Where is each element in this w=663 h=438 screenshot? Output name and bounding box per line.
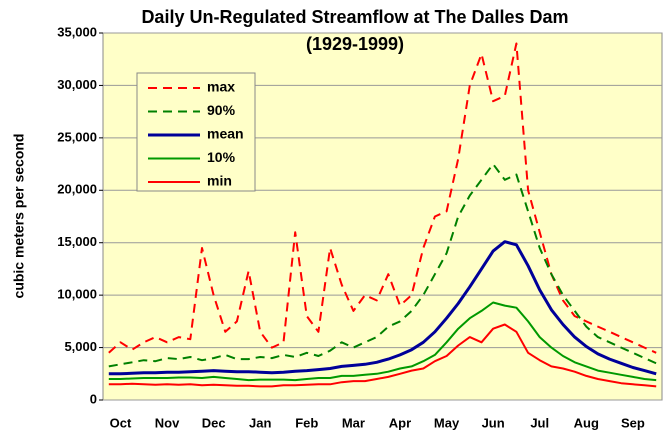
- series-line: [108, 323, 657, 388]
- x-tick-label: Jun: [482, 415, 505, 430]
- series-line: [108, 42, 657, 354]
- x-tick-label: Dec: [202, 415, 226, 430]
- y-tick-label: 30,000: [57, 77, 97, 92]
- y-tick-label: 25,000: [57, 129, 97, 144]
- x-tick-label: Feb: [295, 415, 318, 430]
- chart-title: Daily Un-Regulated Streamflow at The Dal…: [141, 7, 568, 27]
- legend-box: [136, 72, 256, 192]
- series-line: [108, 240, 657, 376]
- x-tick-label: May: [434, 415, 460, 430]
- series-line: [108, 163, 657, 368]
- x-tick-label: Nov: [155, 415, 180, 430]
- y-tick-label: 20,000: [57, 182, 97, 197]
- x-tick-label: Jan: [249, 415, 271, 430]
- x-tick-label: Sep: [621, 415, 645, 430]
- legend-label: 10%: [207, 149, 236, 165]
- y-axis-label: cubic meters per second: [11, 134, 27, 299]
- legend-label: 90%: [207, 102, 236, 118]
- x-tick-label: Jul: [530, 415, 549, 430]
- legend-label: max: [207, 79, 235, 95]
- y-tick-label: 5,000: [64, 339, 97, 354]
- x-tick-label: Mar: [342, 415, 365, 430]
- series-line: [108, 301, 657, 382]
- x-tick-label: Apr: [389, 415, 411, 430]
- x-tick-label: Oct: [110, 415, 132, 430]
- y-tick-label: 35,000: [57, 24, 97, 39]
- legend-label: mean: [207, 126, 244, 142]
- x-tick-label: Aug: [574, 415, 599, 430]
- chart-subtitle: (1929-1999): [306, 34, 404, 54]
- legend-label: min: [207, 173, 232, 189]
- y-tick-label: 15,000: [57, 234, 97, 249]
- y-tick-label: 0: [90, 391, 97, 406]
- y-tick-label: 10,000: [57, 287, 97, 302]
